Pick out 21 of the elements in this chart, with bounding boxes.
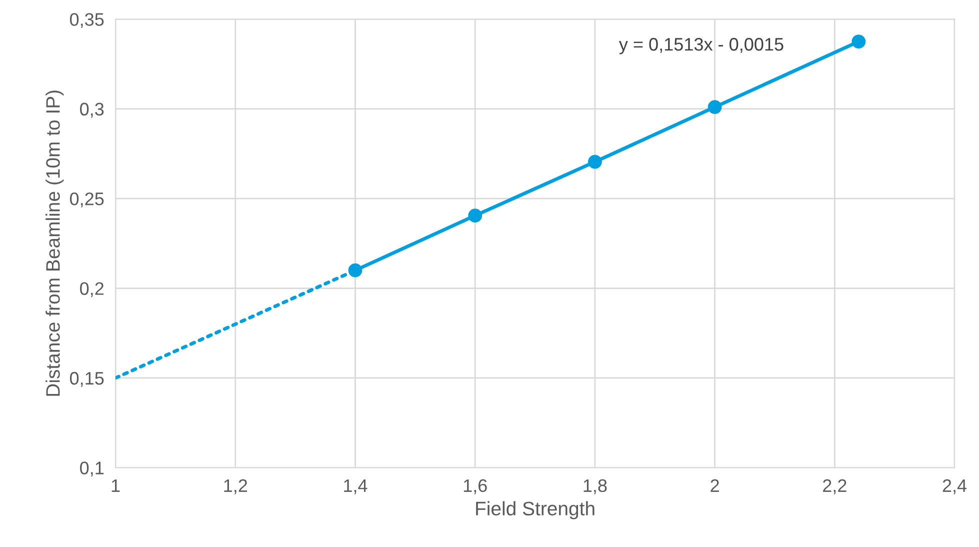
- y-tick-label: 0,35: [70, 13, 104, 28]
- x-tick-label: 1: [112, 479, 120, 492]
- y-tick-label: 0,25: [70, 192, 104, 208]
- annotation: y = 0,1513x - 0,0015: [618, 38, 784, 54]
- x-tick-label: 2: [710, 479, 719, 492]
- y-tick-label: 0,1: [80, 462, 104, 477]
- x-tick-label: 1,4: [344, 479, 368, 494]
- y-tick-label: 0,2: [80, 282, 104, 298]
- x-tick-label: 1,8: [584, 479, 607, 494]
- x-tick-label: 1,6: [464, 479, 487, 494]
- y-tick-label: 0,3: [80, 102, 104, 118]
- point: [468, 208, 482, 223]
- point: [708, 100, 722, 114]
- y-axis-title: Distance from Beamline (10m to IP): [46, 90, 64, 396]
- point: [852, 34, 866, 49]
- x-axis-title: Field Strength: [476, 501, 594, 520]
- x-tick-label: 1,2: [224, 479, 248, 494]
- point: [588, 154, 602, 169]
- y-tick-label: 0,15: [70, 372, 104, 387]
- x-tick-label: 2,2: [823, 479, 846, 494]
- x-tick-label: 2,4: [942, 479, 967, 494]
